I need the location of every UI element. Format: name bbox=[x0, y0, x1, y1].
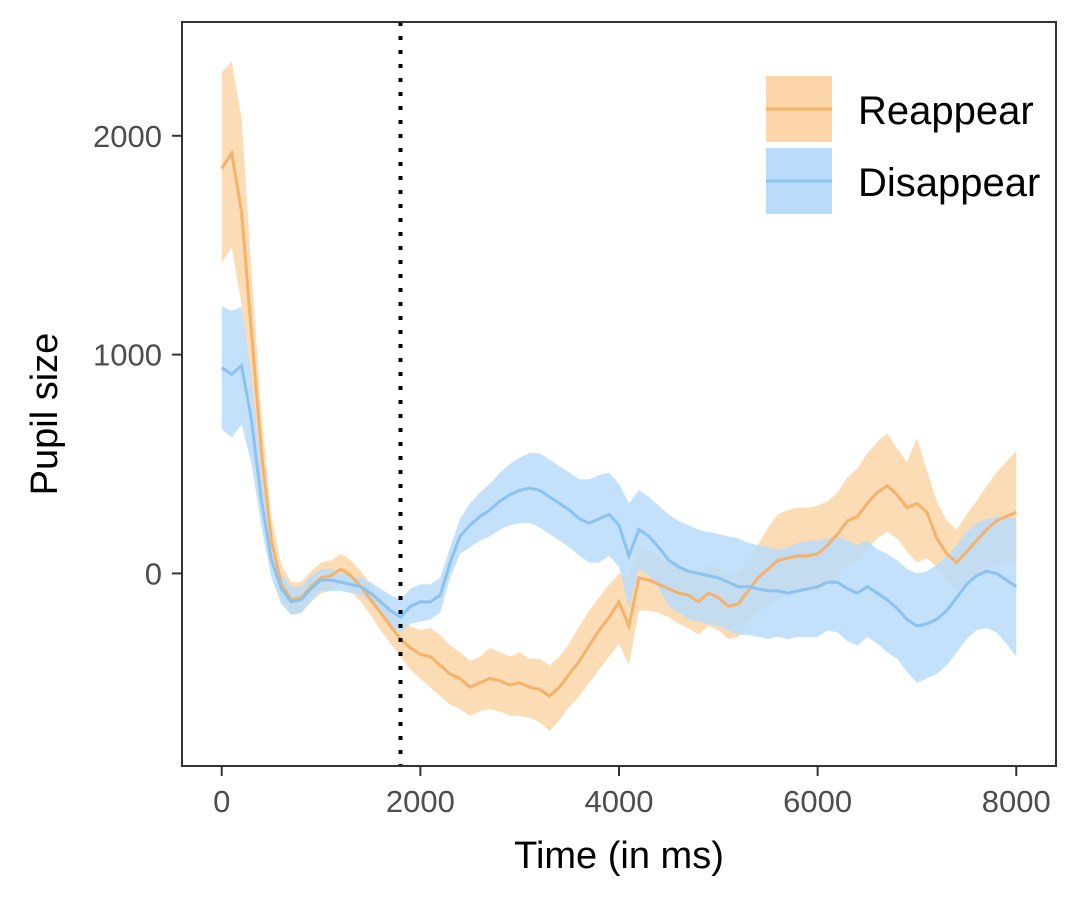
legend-label-disappear: Disappear bbox=[858, 161, 1040, 205]
x-axis-title: Time (in ms) bbox=[514, 835, 724, 877]
x-tick-label: 0 bbox=[213, 784, 230, 819]
line-reappear bbox=[220, 149, 1017, 698]
y-axis: 0 1000 2000 bbox=[93, 119, 182, 591]
confidence-bands bbox=[221, 61, 1017, 731]
x-tick-label: 4000 bbox=[585, 784, 654, 819]
legend: Reappear Disappear bbox=[766, 76, 1040, 214]
legend-label-reappear: Reappear bbox=[858, 89, 1034, 133]
x-tick-label: 6000 bbox=[783, 784, 852, 819]
y-tick-label: 2000 bbox=[93, 119, 162, 154]
x-axis: 0 2000 4000 6000 8000 bbox=[213, 766, 1051, 819]
x-tick-label: 2000 bbox=[386, 784, 455, 819]
y-tick-label: 0 bbox=[145, 556, 162, 591]
line-disappear bbox=[220, 362, 1018, 628]
y-tick-label: 1000 bbox=[93, 338, 162, 373]
band-disappear bbox=[221, 306, 1017, 683]
series-lines bbox=[220, 149, 1018, 698]
y-axis-title: Pupil size bbox=[24, 333, 66, 496]
x-tick-label: 8000 bbox=[982, 784, 1051, 819]
